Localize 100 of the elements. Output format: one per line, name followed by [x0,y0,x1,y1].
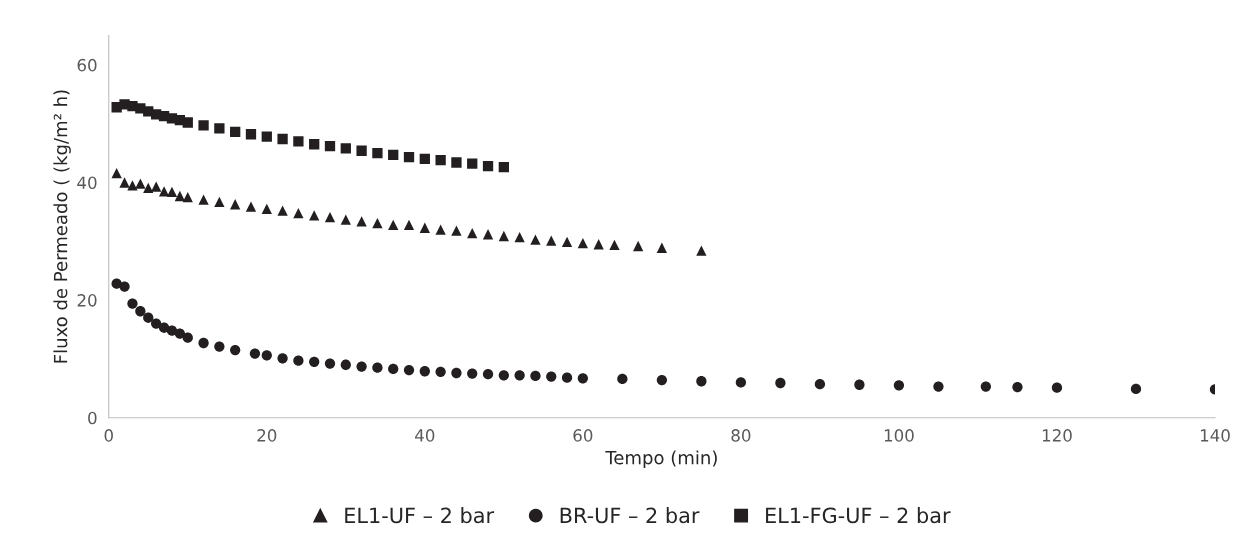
point [467,227,478,239]
y-tick-label: 20 [77,294,97,307]
point [309,356,320,367]
point [230,126,241,138]
point [143,182,154,193]
x-tick-label: 20 [257,429,277,442]
point [498,370,509,381]
point [127,180,138,191]
point [230,199,241,210]
point [372,362,383,373]
point [214,341,225,352]
point [198,120,209,131]
x-tick-label: 100 [884,429,914,442]
point [451,225,462,236]
point [482,160,494,172]
point [419,153,430,165]
y-tick-label: 60 [77,58,97,72]
point [561,372,573,383]
point [261,131,272,142]
point [324,140,336,152]
point [158,322,170,333]
point [277,205,288,216]
x-tick-label: 80 [731,429,751,442]
point [340,214,351,225]
point [245,129,257,140]
point [482,369,494,380]
point [419,222,430,233]
point [151,181,162,192]
point [111,278,122,289]
legend-label: EL1-FG-UF – 2 bar [766,507,951,524]
point [451,367,462,379]
x-tick-label: 40 [415,429,435,442]
point [467,158,478,169]
point [419,366,430,377]
x-tick-label: 120 [1042,429,1072,442]
legend-label: EL1-UF – 2 bar [345,507,495,524]
point [498,162,509,173]
point [656,242,668,253]
y-tick-label: 0 [88,411,97,425]
x-tick-label: 60 [573,429,593,442]
point [617,373,628,385]
point [593,239,604,250]
point [546,235,557,246]
point [230,344,241,356]
point [151,318,162,329]
point [530,234,541,245]
point [261,203,272,215]
point [514,370,525,381]
point [577,237,589,249]
point [277,353,288,364]
point [293,136,304,147]
point [198,337,209,349]
point [403,152,415,163]
point [893,380,905,391]
point [482,229,494,240]
point [656,374,668,386]
x-tick-label: 140 [1200,429,1230,442]
point [980,381,991,392]
point [696,245,707,256]
point [249,348,261,359]
point [111,167,122,179]
point [340,143,351,154]
point [293,355,304,366]
point [435,366,446,377]
point [388,149,399,160]
point [324,358,336,369]
point [735,377,747,388]
point [182,332,193,343]
point [514,232,525,243]
point [546,371,557,382]
point [119,177,130,188]
point [1012,381,1023,393]
point [261,350,272,361]
point [309,139,320,150]
point [309,210,320,221]
point [356,216,367,227]
point [135,178,146,189]
legend-label: BR-UF – 2 bar [560,507,700,524]
point [403,219,415,230]
point [530,370,541,382]
point [166,325,178,336]
point [814,379,826,390]
point [119,281,130,292]
point [127,298,138,309]
point [214,196,225,208]
point [435,155,446,166]
point [609,239,620,250]
point [1051,382,1063,393]
point [182,117,193,128]
point [372,217,383,229]
point [388,219,399,230]
point [143,312,154,323]
point [467,368,478,379]
point [277,133,288,145]
y-tick-label: 40 [77,176,97,190]
x-tick-label: 0 [104,429,113,442]
point [403,364,415,376]
point [372,147,383,159]
point [293,207,304,219]
point [135,306,146,317]
